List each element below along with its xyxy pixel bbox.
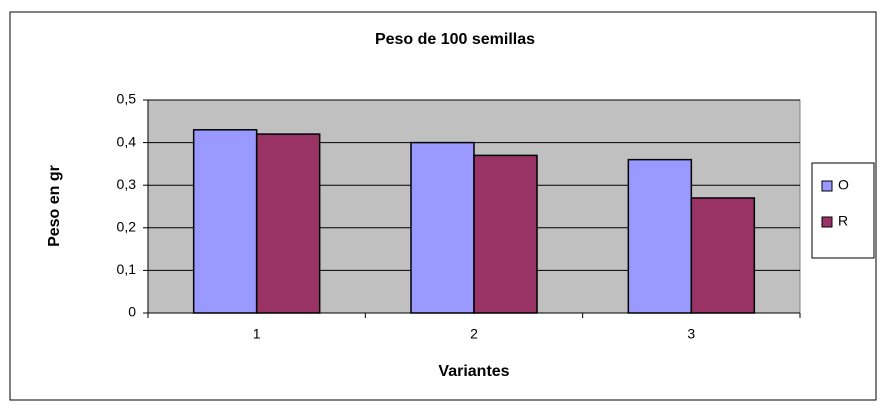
- y-tick-label: 0,1: [117, 261, 137, 277]
- y-tick-label: 0,4: [117, 133, 137, 149]
- legend-swatch: [821, 216, 833, 228]
- legend-box: [811, 162, 875, 259]
- y-tick-label: 0,3: [117, 176, 137, 192]
- bar: [410, 141, 475, 314]
- x-tick-label: 2: [470, 326, 478, 342]
- chart-title: Peso de 100 semillas: [375, 31, 535, 48]
- y-axis-title: Peso en gr: [46, 165, 63, 247]
- bar: [255, 133, 321, 314]
- bar: [690, 197, 756, 314]
- x-tick-label: 1: [253, 326, 261, 342]
- y-tick-label: 0: [128, 304, 136, 320]
- y-tick-label: 0,5: [117, 91, 137, 107]
- legend-label: R: [838, 213, 848, 229]
- bar: [627, 158, 693, 314]
- x-tick-label: 3: [687, 326, 695, 342]
- x-axis-title: Variantes: [438, 363, 509, 380]
- bar: [192, 129, 258, 314]
- bar: [473, 154, 538, 314]
- legend-swatch: [821, 180, 833, 192]
- y-tick-label: 0,2: [117, 219, 137, 235]
- legend-label: O: [838, 177, 849, 193]
